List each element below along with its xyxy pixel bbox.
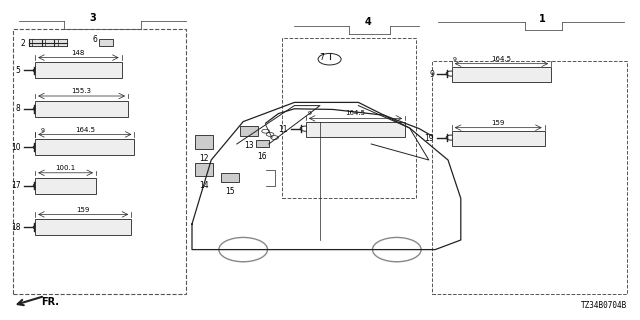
Text: 159: 159 — [77, 207, 90, 213]
Text: 164.5: 164.5 — [75, 127, 95, 133]
Bar — [35, 62, 122, 78]
Text: 10: 10 — [11, 143, 20, 152]
Text: TZ34B0704B: TZ34B0704B — [581, 301, 627, 310]
Bar — [452, 67, 551, 82]
Text: 12: 12 — [200, 154, 209, 163]
Text: 16: 16 — [257, 152, 268, 161]
Bar — [452, 131, 545, 146]
Bar — [195, 135, 213, 149]
Bar — [432, 61, 627, 294]
Text: 164.5: 164.5 — [346, 110, 365, 116]
Text: 155.3: 155.3 — [72, 88, 92, 94]
Text: 19: 19 — [424, 134, 434, 143]
Bar — [35, 219, 131, 235]
Text: 4: 4 — [365, 17, 371, 28]
Text: 18: 18 — [11, 223, 20, 232]
Text: 17: 17 — [11, 181, 20, 190]
Text: 9: 9 — [429, 70, 434, 79]
Text: 164.5: 164.5 — [492, 56, 511, 62]
Bar — [13, 29, 186, 294]
Text: 5: 5 — [15, 66, 20, 75]
Text: 15: 15 — [225, 188, 235, 196]
Bar — [35, 178, 96, 194]
Bar — [256, 140, 269, 147]
Text: 1: 1 — [540, 14, 546, 24]
Bar — [240, 126, 258, 136]
Bar — [306, 122, 405, 137]
Bar — [99, 39, 113, 46]
Text: 8: 8 — [16, 104, 20, 113]
Text: 6: 6 — [92, 35, 97, 44]
Text: 9: 9 — [453, 57, 457, 62]
Text: 9: 9 — [307, 111, 311, 116]
Text: 14: 14 — [199, 181, 209, 190]
Bar — [35, 139, 134, 155]
Text: 148: 148 — [72, 50, 85, 56]
Text: 13: 13 — [244, 141, 254, 150]
Text: 11: 11 — [278, 125, 288, 134]
Bar — [282, 38, 416, 198]
Bar — [221, 173, 239, 182]
Text: 2: 2 — [20, 39, 25, 48]
Bar — [195, 163, 213, 176]
Text: FR.: FR. — [42, 297, 60, 308]
Text: 7: 7 — [319, 53, 324, 62]
Bar — [35, 101, 128, 117]
Text: 159: 159 — [492, 120, 505, 126]
Text: 3: 3 — [90, 12, 96, 23]
Text: 100.1: 100.1 — [56, 165, 76, 171]
Text: 9: 9 — [40, 128, 44, 133]
